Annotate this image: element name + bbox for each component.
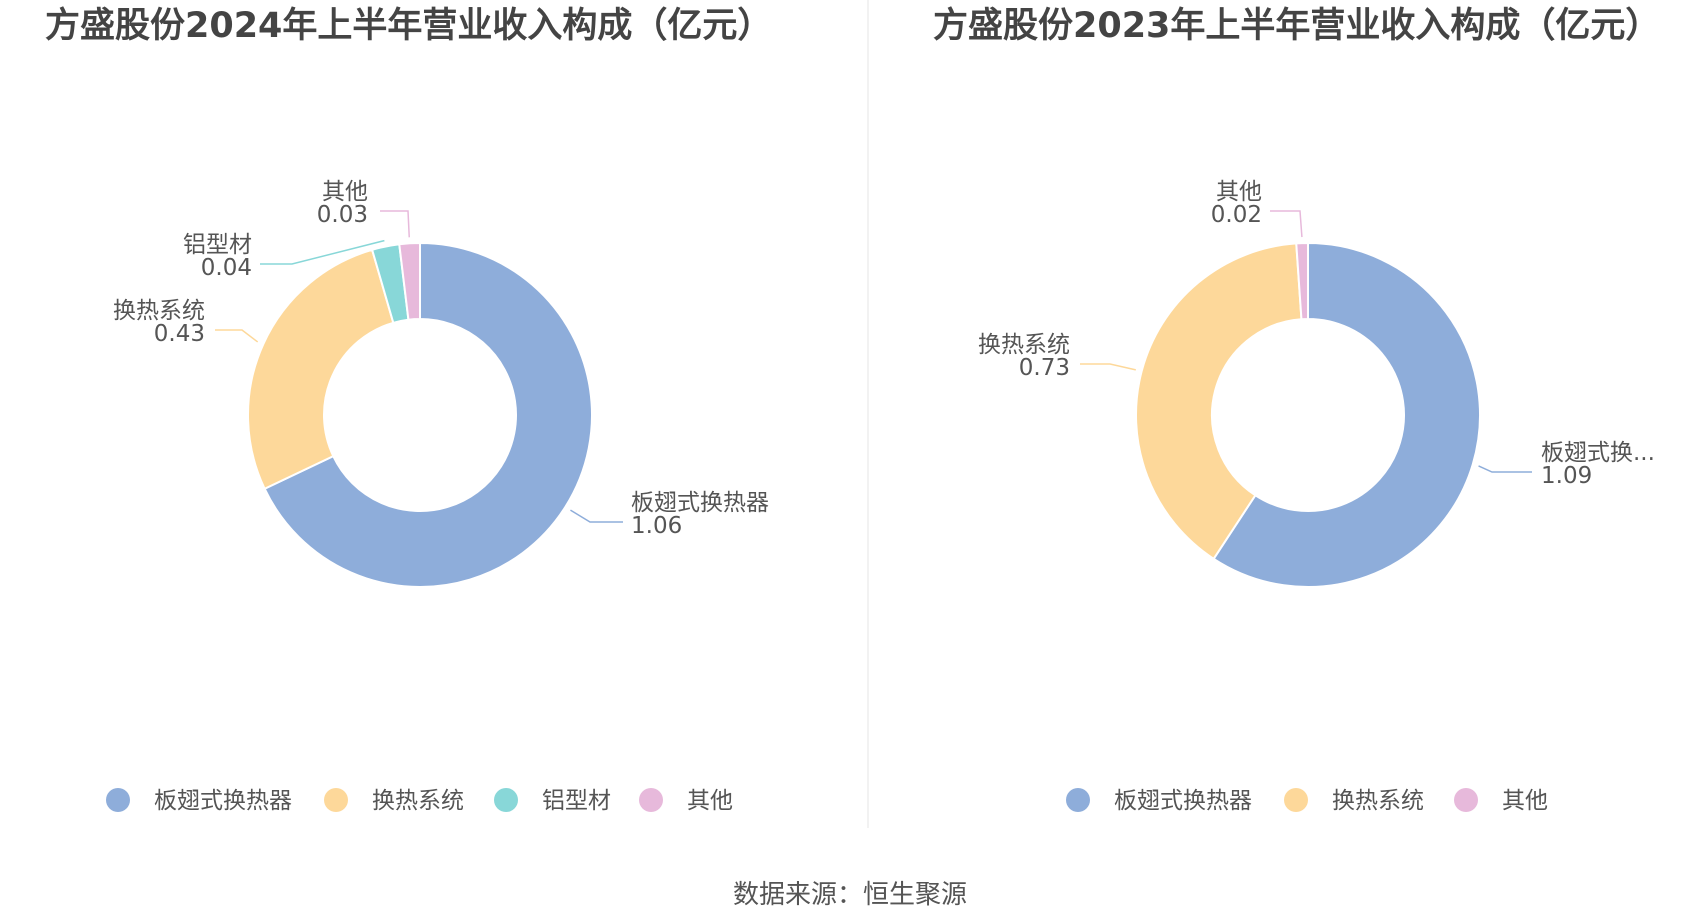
legend-marker [106,788,130,812]
leader-line [215,329,259,343]
slice-label-value: 1.09 [1541,463,1592,489]
legend-marker [494,788,518,812]
slice-label-name: 铝型材 [183,232,252,258]
legend: 板翅式换热器 换热系统 其他 [1066,788,1548,814]
legend-marker [1284,788,1308,812]
legend-item: 其他 [687,788,733,814]
legend-item: 板翅式换热器 [154,788,292,814]
slice-label-value: 0.02 [1211,202,1262,228]
slice-1 [263,241,593,588]
chart-2023: 方盛股份2023年上半年营业收入构成（亿元） 板翅式换...1.09换热系统0.… [933,6,1660,814]
slice-label-name: 板翅式换热器 [631,490,769,516]
slice-label-value: 0.73 [1019,355,1070,381]
chart-2024: 方盛股份2024年上半年营业收入构成（亿元） 板翅式换热器1.06换热系统0.4… [45,6,772,814]
legend-marker [639,788,663,812]
legend-marker [1454,788,1478,812]
legend-item: 换热系统 [372,788,464,814]
leader-line [570,509,623,523]
slice-label-value: 1.06 [631,513,682,539]
slice-label-name: 其他 [322,179,368,205]
slice-label-value: 0.43 [154,321,205,347]
donut [1135,241,1482,588]
legend-item: 铝型材 [542,788,611,814]
legend-item: 板翅式换热器 [1114,788,1252,814]
leader-line [1478,465,1532,473]
legend-item: 其他 [1502,788,1548,814]
legend-marker [324,788,348,812]
slice-3 [1295,241,1309,321]
chart-title: 方盛股份2023年上半年营业收入构成（亿元） [933,6,1660,46]
leader-line [380,210,411,238]
legend-item: 换热系统 [1332,788,1424,814]
slice-2 [1135,242,1303,561]
legend-marker [1066,788,1090,812]
slice-label-name: 其他 [1216,179,1262,205]
slice-label-name: 换热系统 [113,298,205,324]
slice-1 [1212,241,1482,588]
slice-label-value: 0.04 [201,255,252,281]
slice-label-value: 0.03 [317,202,368,228]
chart-title: 方盛股份2024年上半年营业收入构成（亿元） [45,6,772,46]
slice-4 [398,241,421,321]
source-note: 数据来源：恒生聚源 [733,880,967,910]
leader-line [1080,363,1136,371]
leader-line [1270,210,1303,238]
slice-label-name: 换热系统 [978,332,1070,358]
slice-2 [247,248,395,491]
donut [247,241,593,588]
leader-line [260,239,385,265]
slice-label-name: 板翅式换... [1541,440,1655,466]
legend: 板翅式换热器 换热系统 铝型材 其他 [106,788,733,814]
